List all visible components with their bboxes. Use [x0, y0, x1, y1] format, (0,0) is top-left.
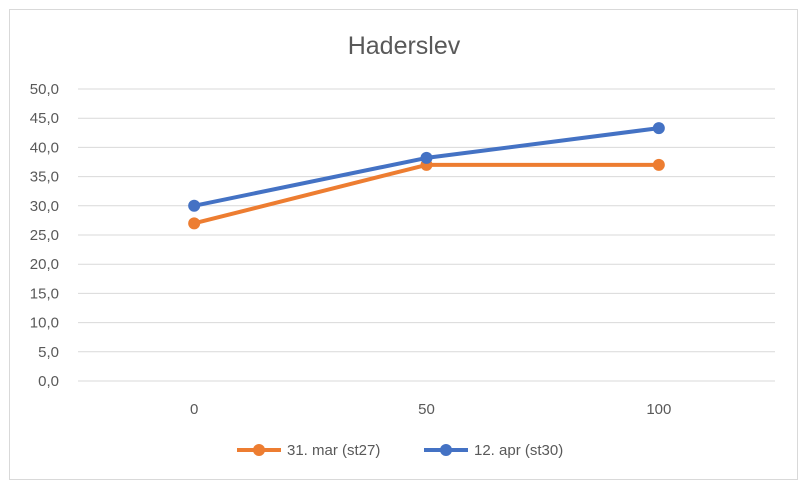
y-tick-label: 45,0 — [30, 110, 59, 127]
y-tick-label: 15,0 — [30, 285, 59, 302]
x-tick-label: 50 — [418, 401, 435, 418]
series-line — [193, 162, 659, 226]
data-point — [188, 199, 201, 212]
x-tick-label: 0 — [190, 401, 198, 418]
data-point — [188, 217, 201, 230]
chart-title: Haderslev — [348, 32, 461, 60]
y-tick-label: 40,0 — [30, 139, 59, 156]
legend-marker — [440, 444, 452, 456]
legend-label: 12. apr (st30) — [474, 442, 563, 459]
y-tick-label: 50,0 — [30, 81, 59, 98]
data-point — [652, 122, 665, 135]
data-point — [652, 158, 665, 171]
y-tick-label: 25,0 — [30, 227, 59, 244]
y-tick-label: 20,0 — [30, 256, 59, 273]
legend-marker — [253, 444, 265, 456]
data-point — [420, 151, 433, 164]
chart-frame — [9, 9, 798, 480]
y-tick-label: 0,0 — [38, 373, 59, 390]
y-tick-label: 10,0 — [30, 315, 59, 332]
y-tick-label: 5,0 — [38, 344, 59, 361]
y-tick-label: 35,0 — [30, 169, 59, 186]
x-tick-label: 100 — [646, 401, 671, 418]
legend-label: 31. mar (st27) — [287, 442, 380, 459]
y-tick-label: 30,0 — [30, 198, 59, 215]
